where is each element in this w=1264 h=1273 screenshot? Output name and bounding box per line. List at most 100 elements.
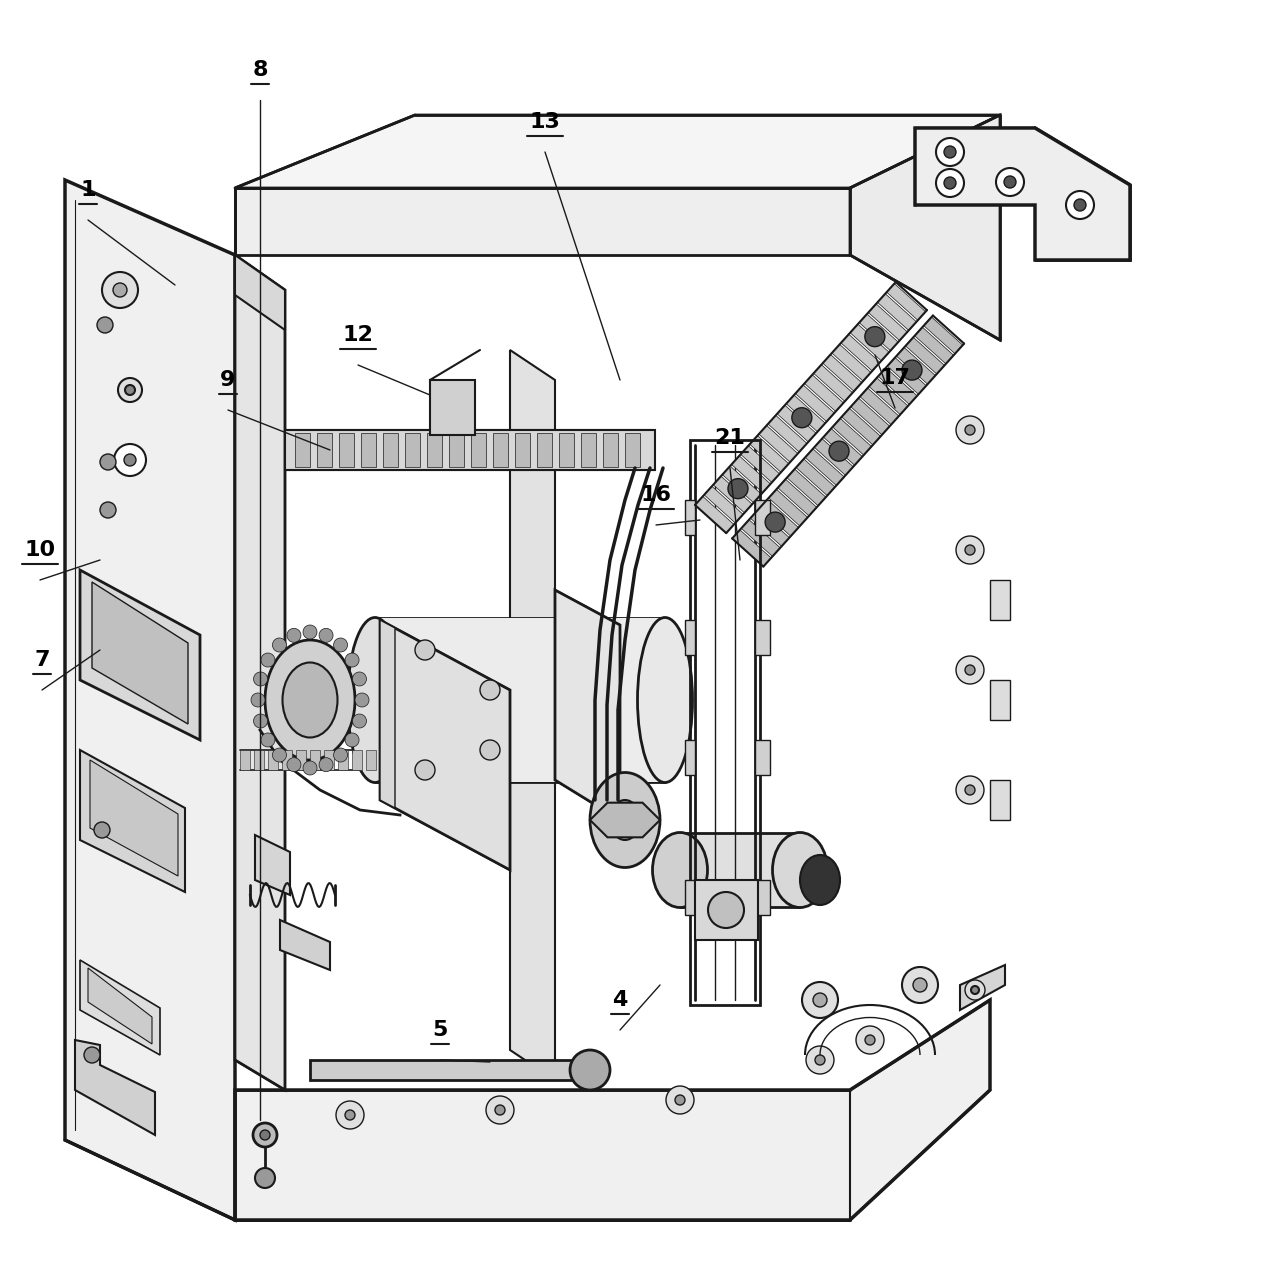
Polygon shape [351, 750, 362, 770]
Polygon shape [915, 327, 953, 364]
Circle shape [303, 625, 317, 639]
Polygon shape [380, 620, 394, 808]
Polygon shape [235, 255, 284, 330]
Circle shape [319, 629, 334, 643]
Polygon shape [80, 570, 200, 740]
Polygon shape [755, 620, 770, 656]
Text: 8: 8 [253, 60, 268, 80]
Ellipse shape [282, 662, 337, 737]
Circle shape [964, 665, 975, 675]
Polygon shape [337, 750, 348, 770]
Polygon shape [915, 129, 1130, 260]
Polygon shape [751, 509, 790, 546]
Polygon shape [769, 489, 808, 526]
Polygon shape [959, 965, 1005, 1009]
Circle shape [94, 822, 110, 838]
Polygon shape [383, 433, 398, 467]
Circle shape [964, 425, 975, 435]
Circle shape [345, 1110, 355, 1120]
Text: 5: 5 [432, 1020, 447, 1040]
Circle shape [708, 892, 744, 928]
Text: 12: 12 [343, 325, 373, 345]
Circle shape [260, 733, 276, 747]
Circle shape [937, 137, 964, 165]
Polygon shape [254, 750, 264, 770]
Ellipse shape [590, 773, 660, 867]
Polygon shape [427, 433, 442, 467]
Polygon shape [282, 750, 292, 770]
Polygon shape [886, 284, 925, 321]
Polygon shape [823, 429, 862, 465]
Polygon shape [758, 425, 798, 462]
Text: 9: 9 [220, 370, 235, 390]
Circle shape [1066, 191, 1095, 219]
Polygon shape [235, 188, 849, 255]
Circle shape [944, 146, 956, 158]
Circle shape [813, 993, 827, 1007]
Polygon shape [90, 760, 178, 876]
Circle shape [254, 714, 268, 728]
Polygon shape [755, 740, 770, 775]
Circle shape [944, 177, 956, 188]
Circle shape [937, 169, 964, 197]
Circle shape [485, 1096, 514, 1124]
Polygon shape [296, 750, 306, 770]
Ellipse shape [772, 833, 828, 908]
Polygon shape [814, 439, 853, 475]
Polygon shape [80, 960, 161, 1055]
Ellipse shape [611, 799, 640, 840]
Polygon shape [375, 617, 665, 782]
Polygon shape [868, 304, 908, 341]
Polygon shape [514, 433, 530, 467]
Polygon shape [832, 345, 871, 381]
Polygon shape [64, 179, 235, 1220]
Circle shape [100, 502, 116, 518]
Polygon shape [796, 458, 836, 495]
Circle shape [675, 1095, 685, 1105]
Circle shape [964, 980, 985, 1001]
Polygon shape [990, 780, 1010, 820]
Circle shape [118, 378, 142, 402]
Polygon shape [755, 880, 770, 915]
Polygon shape [990, 580, 1010, 620]
Circle shape [996, 168, 1024, 196]
Polygon shape [755, 500, 770, 535]
Polygon shape [255, 835, 289, 895]
Polygon shape [842, 409, 881, 446]
Circle shape [913, 978, 927, 992]
Circle shape [102, 272, 138, 308]
Polygon shape [887, 358, 927, 395]
Circle shape [260, 1130, 270, 1141]
Circle shape [902, 360, 921, 381]
Text: 16: 16 [641, 485, 671, 505]
Text: 21: 21 [714, 428, 746, 448]
Text: 4: 4 [612, 990, 628, 1009]
Circle shape [345, 733, 359, 747]
Circle shape [100, 454, 116, 470]
Circle shape [865, 1035, 875, 1045]
Polygon shape [581, 433, 597, 467]
Polygon shape [732, 530, 771, 566]
Text: 17: 17 [880, 368, 910, 388]
Polygon shape [680, 833, 800, 906]
Polygon shape [624, 433, 640, 467]
Polygon shape [877, 294, 916, 331]
Polygon shape [235, 255, 284, 1090]
Polygon shape [268, 750, 278, 770]
Polygon shape [590, 803, 660, 838]
Circle shape [353, 714, 367, 728]
Polygon shape [713, 476, 752, 513]
Circle shape [856, 1026, 884, 1054]
Polygon shape [380, 620, 509, 869]
Circle shape [956, 777, 983, 805]
Polygon shape [805, 449, 844, 485]
Polygon shape [741, 519, 780, 556]
Polygon shape [860, 388, 899, 425]
Circle shape [791, 407, 811, 428]
Polygon shape [814, 364, 853, 401]
Polygon shape [339, 433, 354, 467]
Polygon shape [509, 350, 555, 1080]
Circle shape [114, 444, 147, 476]
Circle shape [83, 1046, 100, 1063]
Circle shape [125, 384, 135, 395]
